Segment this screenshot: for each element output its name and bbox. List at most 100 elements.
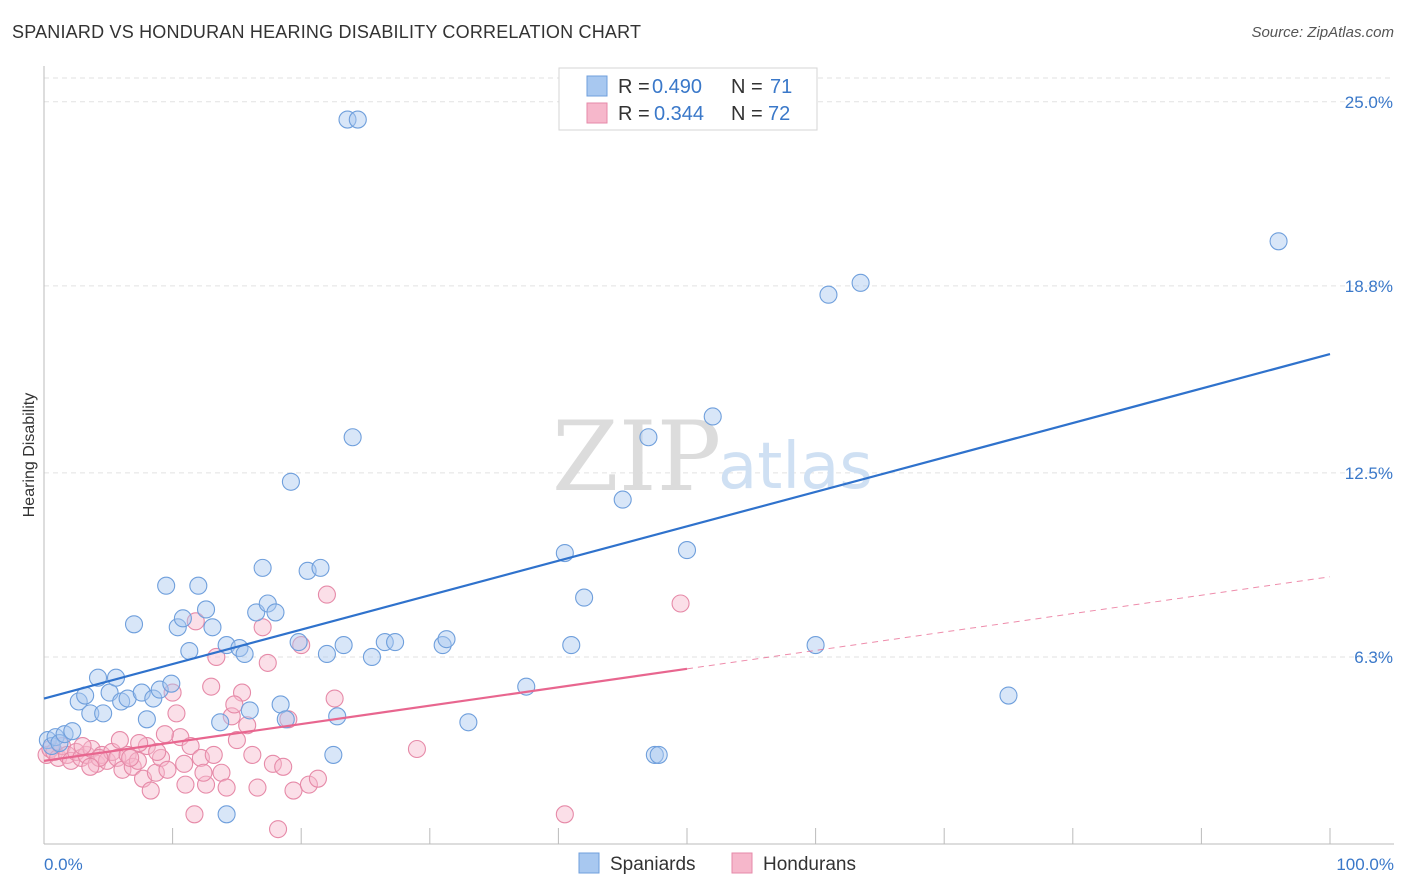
honduran-point-41 (238, 716, 257, 735)
spaniard-point-22 (168, 618, 187, 637)
honduran-point-48 (274, 757, 293, 776)
spaniard-point-19 (150, 680, 169, 699)
spaniard-point-52 (386, 633, 405, 652)
legend-r-label-spaniards: R = (618, 76, 650, 98)
legend-swatch-spaniards (586, 75, 608, 97)
honduran-point-45 (258, 653, 277, 672)
spaniard-point-49 (343, 428, 362, 447)
spaniard-point-36 (266, 603, 285, 622)
spaniard-point-21 (162, 674, 181, 693)
spaniard-point-10 (94, 704, 113, 723)
legend-r-value-hondurans: 0.344 (654, 103, 704, 125)
stats-legend: R = 0.490 N = 71 R = 0.344 N = 72 (558, 67, 818, 131)
honduran-point-38 (222, 707, 241, 726)
legend-r-label-hondurans: R = (618, 103, 650, 125)
y-tick-label-3: 25.0% (1345, 93, 1393, 112)
honduran-point-29 (176, 775, 195, 794)
honduran-point-55 (325, 689, 344, 708)
honduran-point-51 (292, 636, 311, 655)
honduran-point-60 (155, 725, 174, 744)
spaniard-point-42 (311, 558, 330, 577)
spaniard-point-48 (348, 110, 367, 129)
honduran-point-46 (263, 754, 282, 773)
honduran-point-57 (204, 745, 223, 764)
y-tick-labels: 6.3% 12.5% 18.8% 25.0% (1345, 93, 1393, 667)
spaniards-points (38, 110, 1288, 824)
axes (43, 66, 1394, 845)
spaniard-point-43 (317, 644, 336, 664)
spaniard-point-15 (124, 615, 144, 634)
spaniard-point-51 (375, 633, 394, 652)
spaniard-point-38 (276, 710, 295, 729)
honduran-point-22 (141, 781, 160, 800)
spaniard-point-55 (459, 713, 478, 732)
honduran-point-42 (243, 745, 262, 764)
honduran-point-68 (407, 739, 426, 759)
series-legend: Spaniards Hondurans (578, 852, 856, 875)
honduran-point-12 (92, 745, 111, 764)
spaniard-point-28 (211, 713, 230, 732)
honduran-point-27 (167, 704, 186, 723)
honduran-point-61 (148, 742, 167, 762)
honduran-point-34 (202, 677, 221, 696)
spaniard-point-69 (999, 686, 1018, 705)
spaniard-point-67 (819, 285, 838, 304)
legend-n-value-hondurans: 72 (768, 103, 790, 125)
honduran-point-67 (73, 736, 92, 756)
x-tick-label-max: 100.0% (1336, 855, 1394, 874)
honduran-point-63 (121, 748, 140, 767)
honduran-point-53 (308, 769, 327, 788)
legend-n-label-spaniards: N = (731, 76, 763, 98)
honduran-point-39 (227, 731, 246, 750)
honduran-point-66 (81, 757, 100, 776)
honduran-point-50 (284, 781, 303, 800)
spaniard-point-25 (189, 576, 208, 595)
legend-n-label-hondurans: N = (731, 103, 763, 125)
spaniard-point-31 (235, 644, 254, 664)
spaniard-point-50 (362, 647, 381, 667)
spaniard-point-44 (324, 745, 343, 764)
spaniard-point-20 (157, 576, 176, 595)
spaniard-point-63 (649, 745, 668, 764)
honduran-point-54 (317, 585, 336, 604)
hondurans-trend-extension (686, 576, 1331, 670)
spaniard-point-3 (50, 734, 69, 753)
spaniard-point-32 (240, 701, 259, 720)
watermark-zip: ZIP (552, 401, 721, 513)
honduran-point-33 (196, 775, 216, 794)
gridlines (44, 77, 1394, 658)
spaniard-point-26 (196, 600, 216, 619)
x-tick-label-min: 0.0% (44, 855, 83, 874)
bottom-legend-swatch-spaniards (578, 852, 600, 874)
spaniard-point-61 (639, 428, 658, 447)
y-tick-label-2: 18.8% (1345, 277, 1393, 296)
spaniard-point-5 (63, 722, 82, 741)
honduran-point-30 (181, 736, 200, 756)
honduran-point-25 (158, 760, 177, 779)
spaniard-point-40 (289, 633, 308, 652)
spaniard-point-39 (281, 472, 300, 491)
spaniard-point-8 (81, 704, 100, 723)
spaniards-trend-line (43, 353, 1331, 700)
honduran-point-58 (194, 763, 213, 782)
spaniard-point-64 (677, 541, 697, 560)
honduran-point-64 (110, 731, 129, 750)
spaniard-point-27 (203, 618, 222, 637)
spaniard-point-34 (253, 558, 272, 577)
y-axis-label: Hearing Disability (21, 393, 38, 518)
spaniard-point-65 (703, 407, 722, 426)
spaniard-point-59 (575, 588, 594, 607)
spaniard-point-16 (132, 683, 151, 702)
spaniard-point-71 (217, 805, 236, 824)
spaniard-point-70 (1269, 232, 1288, 251)
bottom-legend-label-spaniards: Spaniards (610, 854, 696, 875)
spaniard-point-58 (562, 636, 581, 655)
spaniard-point-23 (173, 609, 192, 628)
honduran-point-43 (248, 778, 267, 797)
honduran-point-56 (225, 695, 244, 714)
trend-lines (43, 353, 1331, 762)
spaniard-point-60 (613, 490, 632, 509)
spaniard-point-47 (338, 110, 357, 129)
spaniard-point-54 (437, 630, 456, 649)
